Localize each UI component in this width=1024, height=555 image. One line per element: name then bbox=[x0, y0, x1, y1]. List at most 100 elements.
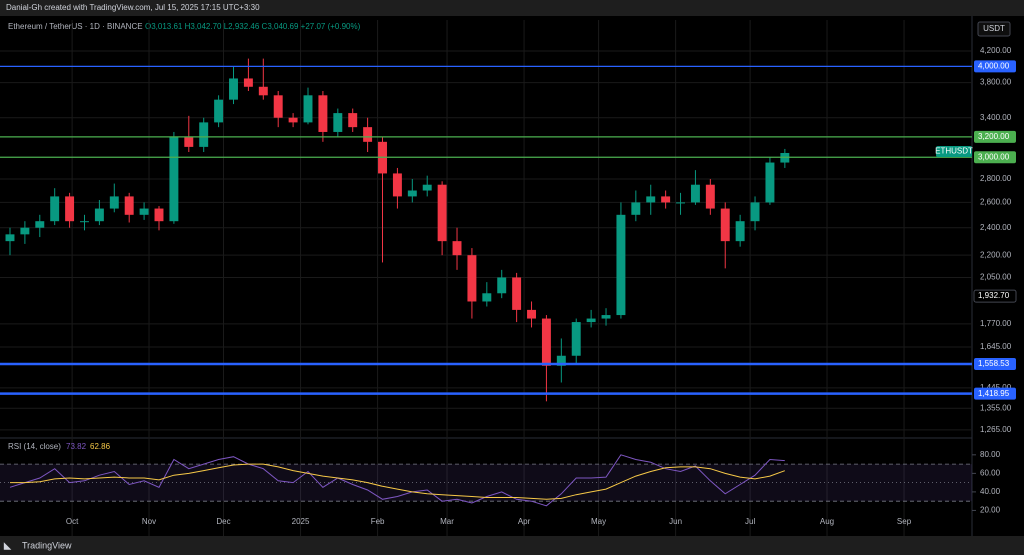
y-tick-label: 2,400.00 bbox=[980, 223, 1012, 232]
candle-body bbox=[363, 127, 373, 142]
x-tick-label: 2025 bbox=[292, 517, 310, 526]
level-label-box bbox=[974, 151, 1016, 164]
candle-body bbox=[214, 99, 224, 123]
candle-body bbox=[243, 78, 253, 87]
candle-body bbox=[258, 86, 268, 96]
candle-body bbox=[601, 315, 611, 319]
level-label: 1,558.53 bbox=[978, 359, 1010, 368]
candle-body bbox=[169, 136, 179, 222]
header: Danial-Gh created with TradingView.com, … bbox=[6, 3, 260, 12]
candle-body bbox=[348, 113, 358, 128]
rsi-band bbox=[0, 464, 972, 502]
candle-body bbox=[333, 113, 343, 132]
y-tick-label: 3,400.00 bbox=[980, 113, 1012, 122]
ohlc: O3,013.61 H3,042.70 L2,932.46 C3,040.69 … bbox=[145, 22, 361, 31]
candle-body bbox=[80, 221, 89, 223]
x-tick-label: Aug bbox=[820, 517, 834, 526]
candle-body bbox=[616, 214, 626, 316]
y-tick-label: 2,200.00 bbox=[980, 250, 1012, 259]
candle-body bbox=[497, 277, 507, 294]
logo: ◣ bbox=[3, 540, 12, 550]
candle-body bbox=[720, 208, 730, 242]
candle-body bbox=[318, 95, 328, 132]
y-tick-label: 1,355.00 bbox=[980, 403, 1012, 412]
candle-body bbox=[437, 184, 447, 242]
candle-body bbox=[288, 117, 298, 123]
y-tick-label: 1,265.00 bbox=[980, 425, 1012, 434]
symbol-label-box bbox=[936, 145, 972, 157]
candle-body bbox=[5, 234, 15, 242]
candle-body bbox=[661, 196, 671, 203]
candle-body bbox=[20, 227, 30, 235]
candle-body bbox=[690, 184, 700, 203]
candle-body bbox=[184, 136, 194, 147]
candle-body bbox=[452, 241, 462, 256]
candle-body bbox=[556, 355, 566, 366]
footer: TradingView bbox=[22, 540, 72, 550]
candle-body bbox=[65, 196, 75, 222]
level-label-box bbox=[974, 387, 1016, 400]
x-tick-label: Dec bbox=[216, 517, 230, 526]
candle-body bbox=[676, 202, 686, 204]
candle-body bbox=[467, 255, 477, 302]
candle-body bbox=[527, 309, 536, 319]
rsi-tick-label: 40.00 bbox=[980, 487, 1001, 496]
y-tick-label: 2,800.00 bbox=[980, 174, 1012, 183]
x-tick-label: Feb bbox=[371, 517, 385, 526]
level-label: 1,418.95 bbox=[978, 389, 1010, 398]
candle-body bbox=[273, 95, 283, 118]
rsi-title: RSI (14, close) bbox=[8, 442, 61, 451]
level-label-box bbox=[974, 130, 1016, 143]
candle-body bbox=[735, 221, 745, 242]
candle-body bbox=[631, 202, 641, 215]
level-label-box bbox=[974, 358, 1016, 371]
candle-body bbox=[750, 202, 760, 222]
rsi-tick-label: 20.00 bbox=[980, 506, 1001, 515]
x-tick-label: Jul bbox=[745, 517, 755, 526]
footer-bar bbox=[0, 536, 1024, 555]
candle-body bbox=[109, 196, 119, 209]
rsi-value: 62.86 bbox=[90, 442, 111, 451]
y-tick-label: 2,050.00 bbox=[980, 273, 1012, 282]
rsi-line bbox=[10, 463, 785, 500]
y-tick-label: 1,645.00 bbox=[980, 342, 1012, 351]
candle-body bbox=[94, 208, 104, 222]
y-tick-label: 4,200.00 bbox=[980, 46, 1012, 55]
symbol-label: ETHUSDT bbox=[935, 147, 973, 156]
rsi-value: 73.82 bbox=[66, 442, 87, 451]
candle-body bbox=[407, 190, 417, 197]
level-label: 4,000.00 bbox=[978, 62, 1010, 71]
candle-body bbox=[35, 221, 45, 228]
rsi-line bbox=[9, 454, 785, 507]
candle-body bbox=[422, 184, 432, 191]
marker-box bbox=[973, 289, 1017, 303]
x-tick-label: Oct bbox=[66, 517, 79, 526]
x-tick-label: May bbox=[591, 517, 606, 526]
candle-body bbox=[154, 208, 164, 222]
candle-body bbox=[646, 196, 656, 203]
candle-body bbox=[392, 173, 402, 197]
candle-body bbox=[303, 95, 313, 123]
candle-body bbox=[571, 322, 581, 356]
y-tick-label: 1,445.00 bbox=[980, 383, 1012, 392]
y-tick-label: 1,770.00 bbox=[980, 319, 1012, 328]
level-label: 3,000.00 bbox=[978, 152, 1010, 161]
candle-body bbox=[50, 196, 60, 222]
x-tick-label: Nov bbox=[142, 517, 156, 526]
x-tick-label: Mar bbox=[440, 517, 454, 526]
level-label: 3,200.00 bbox=[978, 132, 1010, 141]
x-tick-label: Jun bbox=[669, 517, 682, 526]
rsi-tick-label: 80.00 bbox=[980, 450, 1001, 459]
candle-body bbox=[765, 162, 775, 203]
x-tick-label: Apr bbox=[518, 517, 531, 526]
candle-body bbox=[124, 196, 134, 215]
header-bar bbox=[0, 0, 1024, 16]
currency[interactable]: USDT bbox=[983, 24, 1005, 33]
candle-body bbox=[482, 293, 492, 302]
candle-body bbox=[541, 318, 551, 366]
candle-body bbox=[705, 184, 715, 209]
candle-body bbox=[229, 78, 238, 100]
marker-label: 1,932.70 bbox=[978, 291, 1010, 300]
currency-box[interactable] bbox=[977, 21, 1011, 37]
